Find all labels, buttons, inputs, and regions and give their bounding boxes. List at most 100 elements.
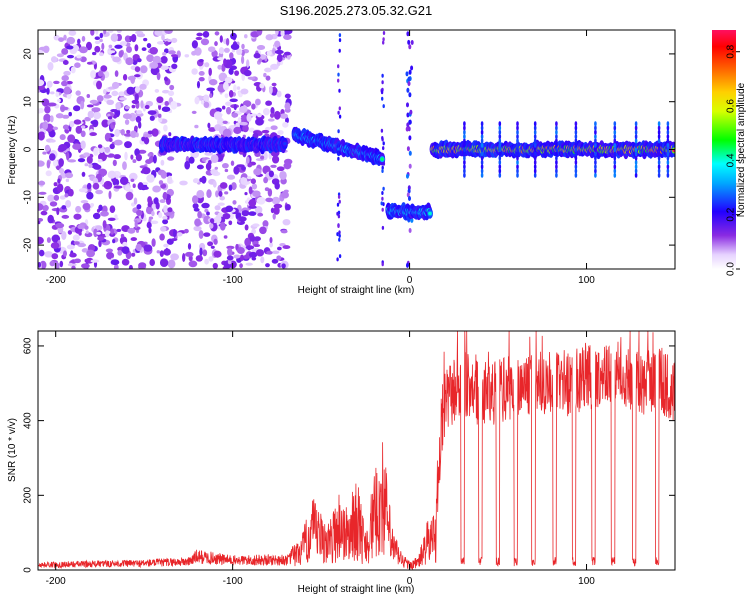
heatmap-cell [149, 61, 159, 69]
heatmap-cell [265, 34, 274, 41]
heatmap-cell [406, 112, 410, 118]
heatmap-cell [127, 75, 136, 81]
heatmap-cell [170, 100, 178, 110]
heatmap-cell [46, 87, 50, 95]
heatmap-cell [209, 223, 214, 229]
heatmap-cell [408, 119, 412, 125]
heatmap-cell [167, 207, 173, 213]
heatmap-cell [272, 47, 277, 55]
heatmap-cell [158, 116, 163, 123]
heatmap-cell [63, 86, 71, 95]
heatmap-cell [228, 68, 234, 75]
heatmap-cell [140, 100, 144, 109]
heatmap-cell [262, 220, 269, 228]
heatmap-cell [77, 158, 86, 163]
heatmap-cell [381, 207, 384, 212]
heatmap-cell [227, 259, 232, 265]
heatmap-cell [241, 72, 246, 82]
heatmap-cell [119, 41, 127, 46]
heatmap-cell [634, 159, 638, 165]
heatmap-cell [256, 30, 263, 36]
heatmap-cell [613, 164, 617, 170]
heatmap-cell [138, 149, 147, 154]
heatmap-cell [212, 180, 217, 188]
spectrogram-ytick-label: -20 [23, 237, 34, 252]
heatmap-cell [270, 207, 275, 214]
heatmap-cell [245, 262, 253, 266]
heatmap-cell [657, 129, 661, 135]
heatmap-cell [634, 172, 638, 178]
heatmap-cell [48, 153, 56, 161]
heatmap-cell [90, 30, 95, 36]
heatmap-cell [80, 199, 89, 204]
heatmap-cell [406, 262, 409, 268]
heatmap-cell [159, 233, 165, 241]
heatmap-cell [53, 34, 60, 41]
heatmap-cell [85, 41, 93, 51]
heatmap-cell [555, 151, 558, 157]
colorbar: 0.0 0.2 0.4 0.6 0.8 Normalized spectral ampl… [712, 30, 747, 276]
heatmap-cell [114, 128, 120, 138]
heatmap-cell [533, 151, 537, 157]
heatmap-cell [209, 93, 213, 99]
heatmap-cell [231, 182, 237, 191]
heatmap-cell [98, 240, 102, 248]
heatmap-cell [498, 142, 502, 148]
heatmap-cell [164, 41, 169, 46]
heatmap-cell [110, 259, 120, 266]
heatmap-cell [283, 142, 287, 146]
heatmap-cell [99, 32, 104, 39]
heatmap-cell [380, 90, 384, 95]
heatmap-cell [169, 84, 175, 91]
heatmap-cell [94, 40, 101, 45]
heatmap-cell [237, 116, 242, 124]
heatmap-cell [66, 36, 76, 45]
heatmap-cell [65, 178, 70, 183]
heatmap-cell [594, 138, 597, 144]
heatmap-cell [634, 121, 638, 127]
heatmap-cell [43, 113, 51, 123]
heatmap-cell [214, 41, 218, 47]
heatmap-cell [382, 37, 385, 42]
heatmap-cell [205, 162, 212, 171]
heatmap-cell [122, 161, 127, 170]
heatmap-cell [516, 172, 519, 178]
heatmap-cell [197, 210, 202, 219]
heatmap-cell [73, 119, 82, 125]
heatmap-cell [273, 206, 280, 215]
heatmap-cell [233, 126, 242, 135]
heatmap-cell [91, 51, 97, 56]
snr-xtick-label: -100 [223, 576, 243, 587]
heatmap-cell [208, 256, 214, 262]
heatmap-cell [256, 113, 262, 118]
heatmap-cell [130, 130, 137, 138]
heatmap-cell [158, 212, 163, 219]
heatmap-cell [254, 205, 263, 214]
heatmap-cell [100, 65, 108, 72]
heatmap-cell [382, 104, 385, 109]
heatmap-cell [125, 184, 131, 192]
heatmap-cell [613, 159, 617, 165]
heatmap-cell [143, 244, 153, 252]
heatmap-cell [246, 113, 252, 122]
heatmap-cell [285, 203, 291, 211]
heatmap-cell [574, 164, 578, 170]
heatmap-cell [498, 147, 502, 152]
heatmap-cell [480, 164, 484, 170]
heatmap-cell [168, 50, 176, 55]
heatmap-cell [140, 65, 148, 74]
heatmap-cell [666, 138, 670, 144]
heatmap-cell [126, 46, 132, 53]
heatmap-cell [226, 174, 236, 180]
heatmap-cell [160, 55, 168, 64]
heatmap-cell [97, 70, 104, 77]
heatmap-cell [555, 134, 558, 140]
heatmap-cell [255, 249, 265, 257]
heatmap-cell [212, 262, 218, 269]
heatmap-cell [276, 255, 282, 261]
heatmap-cell [48, 130, 56, 138]
heatmap-cell [229, 98, 238, 103]
heatmap-cell [172, 228, 177, 238]
heatmap-cell [406, 146, 410, 152]
heatmap-cell [265, 100, 272, 106]
